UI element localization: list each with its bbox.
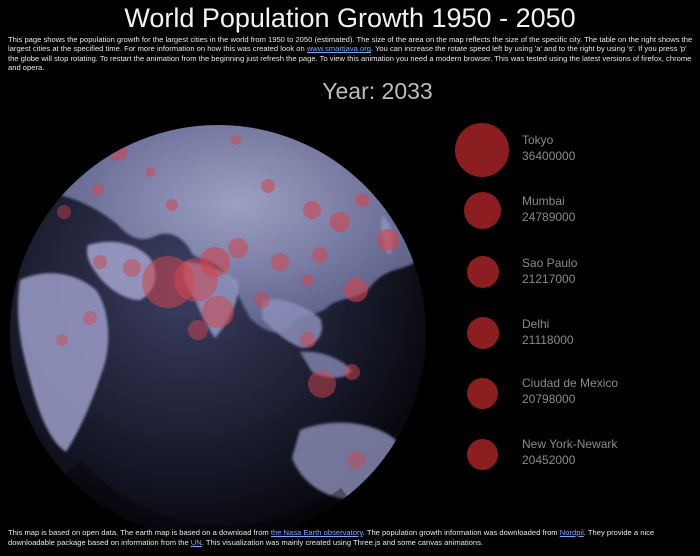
city-size-circle — [467, 256, 499, 288]
city-size-circle — [467, 317, 499, 349]
year-label: Year: 2033 — [322, 78, 433, 104]
footer-text-2: . The population growth information was … — [362, 528, 560, 537]
page-title: World Population Growth 1950 - 2050 — [124, 3, 576, 33]
city-name: Delhi — [522, 317, 550, 331]
footer-text-3: . They provide a nice downloadable packa… — [8, 528, 655, 547]
city-size-circle — [467, 378, 498, 409]
city-name: Sao Paulo — [522, 256, 578, 270]
intro-text-before-link: This page shows the population growth fo… — [8, 35, 693, 54]
city-size-circle — [464, 192, 501, 229]
city-size-circle — [467, 439, 498, 470]
city-population: 20798000 — [522, 392, 576, 406]
city-population: 21118000 — [522, 333, 574, 347]
nordpil-link[interactable]: Nordpil — [559, 528, 584, 537]
nasa-earth-observatory-link[interactable]: the Nasa Earth observatory — [270, 528, 363, 537]
city-name: Tokyo — [522, 133, 554, 147]
un-link[interactable]: UN — [190, 537, 202, 547]
smartjava-link[interactable]: www.smartjava.org — [306, 44, 371, 54]
footer-text-1: This map is based on open data. The eart… — [8, 528, 271, 537]
globe-city-hotspots — [56, 135, 399, 469]
city-name: Ciudad de Mexico — [522, 376, 619, 390]
city-population: 24789000 — [522, 210, 576, 224]
city-population: 36400000 — [522, 149, 576, 163]
city-population: 20452000 — [522, 453, 576, 467]
footer-text-4: . This visualization was mainly created … — [201, 537, 484, 547]
city-name: Mumbai — [522, 194, 565, 208]
intro-text-after-link: . You can increase the rotate speed left… — [8, 44, 692, 73]
city-population: 21217000 — [522, 272, 576, 286]
city-name: New York-Newark — [522, 437, 618, 451]
city-size-circle — [455, 123, 509, 177]
footer-attribution: This map is based on open data. The eart… — [8, 528, 698, 547]
intro-text: This page shows the population growth fo… — [8, 35, 694, 73]
